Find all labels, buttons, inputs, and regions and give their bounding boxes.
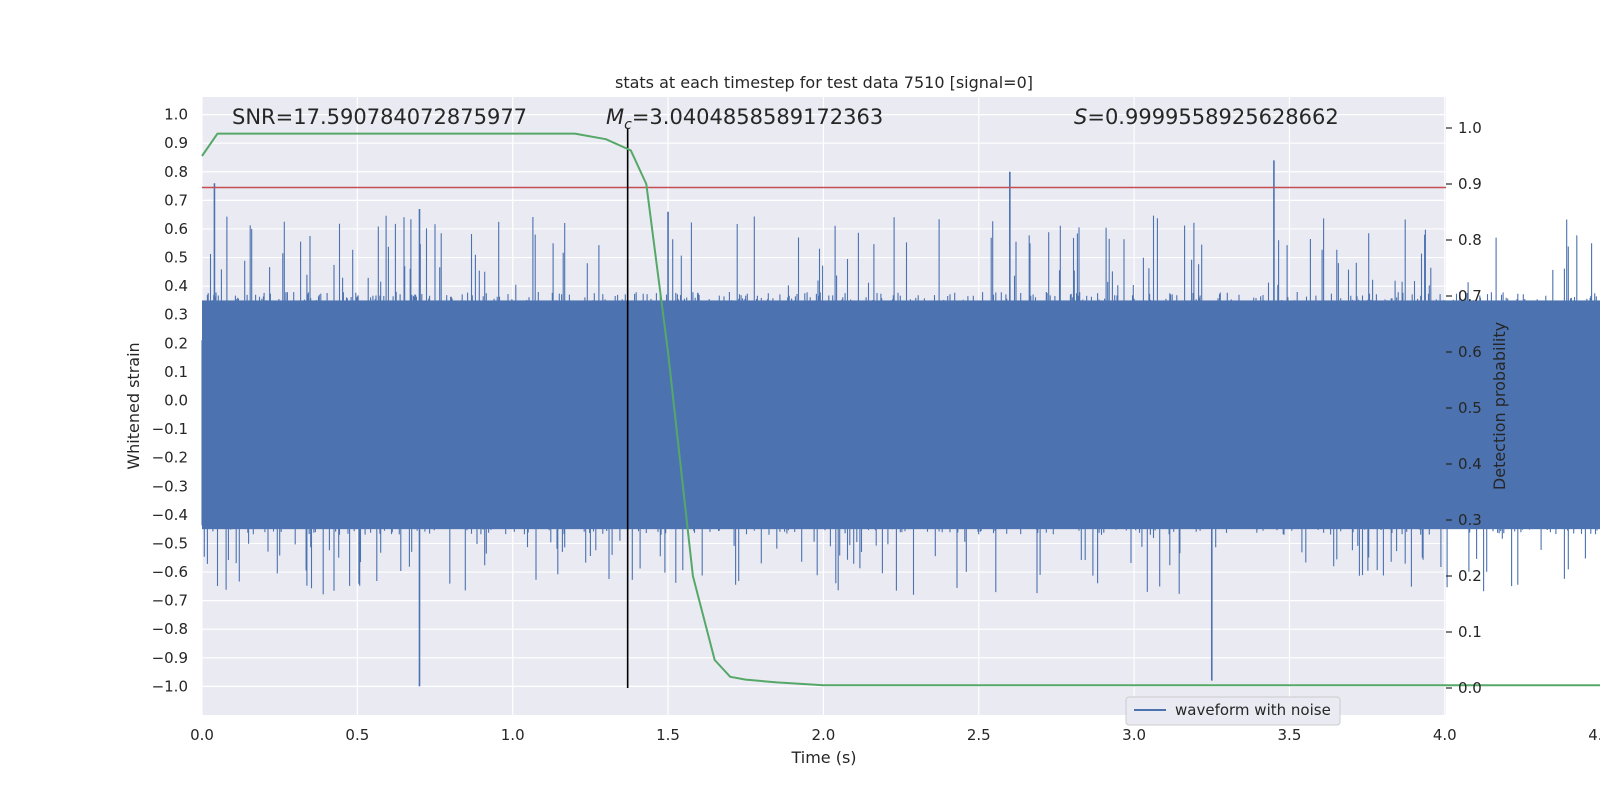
x-tick-label: 0.0 [190, 726, 214, 744]
y-left-tick-label: −0.6 [152, 563, 188, 581]
legend: waveform with noise [1125, 696, 1341, 726]
y-left-tick-label: −1.0 [152, 677, 188, 695]
y-right-tick-label: 0.8 [1458, 231, 1482, 249]
y-right-tick-label: 0.4 [1458, 455, 1482, 473]
x-tick-label: 3.5 [1278, 726, 1302, 744]
s-score-symbol: S [1074, 105, 1087, 129]
y-left-tick-label: 0.0 [164, 392, 188, 410]
y-left-tick-label: −0.4 [152, 506, 188, 524]
y-left-tick-label: −0.3 [152, 477, 188, 495]
probability-line [201, 132, 1600, 687]
chirp-mass-symbol: M [606, 105, 624, 129]
y-left-axis-label: Whitened strain [124, 342, 143, 469]
x-tick-label: 3.0 [1122, 726, 1146, 744]
chirp-mass-value: =3.0404858589172363 [632, 105, 883, 129]
y-left-tick-label: 0.7 [164, 191, 188, 209]
y-right-tick-label: 0.5 [1458, 399, 1482, 417]
y-left-tick-label: 1.0 [164, 106, 188, 124]
y-right-tick-label: 0.1 [1458, 623, 1482, 641]
y-left-axis-ticks: 1.0 0.9 0.8 0.7 0.6 0.5 0.4 0.3 0.2 0.1 0.0 −0.1 −0.… [152, 106, 188, 696]
y-right-tick-label: 0.2 [1458, 567, 1482, 585]
y-right-tick-label: 0.7 [1458, 287, 1482, 305]
x-tick-label: 4.5 [1588, 726, 1600, 744]
chirp-mass-annotation: Mc=3.0404858589172363 [606, 105, 883, 133]
y-left-tick-label: 0.5 [164, 249, 188, 267]
x-tick-label: 4.0 [1433, 726, 1457, 744]
x-tick-label: 2.0 [811, 726, 835, 744]
y-left-tick-label: −0.2 [152, 449, 188, 467]
vertical-markers [626, 128, 629, 688]
y-left-tick-label: 0.9 [164, 134, 188, 152]
waveform-series [201, 160, 1600, 687]
x-tick-label: 1.0 [501, 726, 525, 744]
x-tick-label: 1.5 [656, 726, 680, 744]
chirp-mass-subscript: c [624, 117, 632, 133]
y-left-tick-label: 0.2 [164, 334, 188, 352]
y-left-tick-label: −0.5 [152, 534, 188, 552]
x-axis-ticks: 0.00.51.01.52.02.53.03.54.04.55.05.56.06… [190, 726, 1600, 744]
y-left-tick-label: −0.8 [152, 620, 188, 638]
legend-label: waveform with noise [1175, 701, 1331, 719]
y-left-tick-label: 0.4 [164, 277, 188, 295]
y-right-axis-ticks: 1.0 0.9 0.8 0.7 0.6 0.5 0.4 0.3 0.2 0.1 0.0 [1446, 119, 1482, 697]
s-score-value: =0.9999558925628662 [1087, 105, 1338, 129]
y-left-tick-label: −0.1 [152, 420, 188, 438]
y-left-tick-label: 0.3 [164, 306, 188, 324]
probability-series [201, 132, 1600, 687]
y-left-tick-label: 0.6 [164, 220, 188, 238]
y-right-tick-label: 0.0 [1458, 679, 1482, 697]
s-score-annotation: S=0.9999558925628662 [1074, 105, 1339, 129]
legend-box [1125, 696, 1341, 726]
y-right-tick-label: 0.9 [1458, 175, 1482, 193]
y-right-tick-label: 1.0 [1458, 119, 1482, 137]
snr-annotation: SNR=17.590784072875977 [232, 105, 527, 129]
y-left-tick-label: 0.8 [164, 163, 188, 181]
y-left-tick-label: −0.9 [152, 649, 188, 667]
y-right-tick-label: 0.3 [1458, 511, 1482, 529]
waveform-core [202, 300, 1600, 530]
y-left-tick-label: 0.1 [164, 363, 188, 381]
y-left-tick-label: −0.7 [152, 592, 188, 610]
x-tick-label: 0.5 [345, 726, 369, 744]
x-axis-label: Time (s) [790, 748, 856, 767]
chart-title: stats at each timestep for test data 751… [615, 73, 1033, 92]
y-right-tick-label: 0.6 [1458, 343, 1482, 361]
y-right-axis-label: Detection probability [1490, 322, 1509, 490]
x-tick-label: 2.5 [967, 726, 991, 744]
